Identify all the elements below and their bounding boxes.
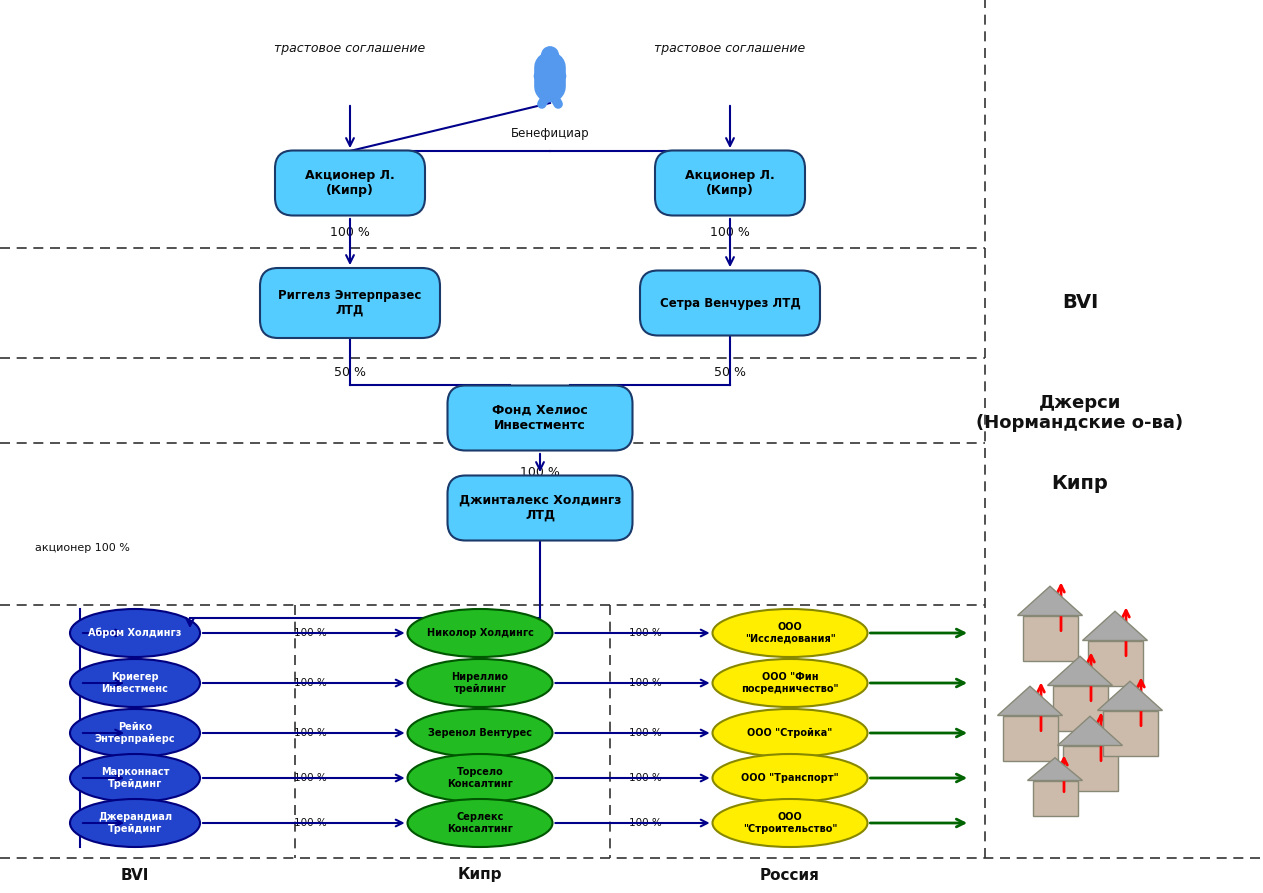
Text: Абром Холдингз: Абром Холдингз bbox=[88, 628, 182, 638]
Ellipse shape bbox=[69, 799, 200, 847]
FancyBboxPatch shape bbox=[447, 475, 633, 540]
Text: Кипр: Кипр bbox=[457, 867, 503, 882]
Ellipse shape bbox=[712, 754, 868, 802]
FancyArrowPatch shape bbox=[552, 92, 558, 104]
Text: ООО "Фин
посредничество": ООО "Фин посредничество" bbox=[741, 672, 839, 694]
Text: BVI: BVI bbox=[1062, 294, 1098, 313]
FancyBboxPatch shape bbox=[640, 271, 820, 336]
FancyBboxPatch shape bbox=[1023, 615, 1077, 661]
Polygon shape bbox=[1082, 611, 1148, 640]
Text: трастовое соглашение: трастовое соглашение bbox=[654, 41, 806, 54]
Polygon shape bbox=[1018, 586, 1082, 615]
Polygon shape bbox=[1047, 656, 1113, 686]
Text: 100 %: 100 % bbox=[293, 773, 326, 783]
Text: 50 %: 50 % bbox=[333, 366, 366, 380]
Text: Марконнаст
Трейдинг: Марконнаст Трейдинг bbox=[101, 767, 169, 789]
Ellipse shape bbox=[712, 609, 868, 657]
Ellipse shape bbox=[69, 659, 200, 707]
Ellipse shape bbox=[69, 754, 200, 802]
Text: Рейко
Энтерпрайерс: Рейко Энтерпрайерс bbox=[95, 722, 176, 744]
Ellipse shape bbox=[408, 609, 552, 657]
Polygon shape bbox=[1028, 758, 1082, 780]
Text: 100 %: 100 % bbox=[293, 678, 326, 688]
Text: Нирeллио
трейлинг: Нирeллио трейлинг bbox=[451, 672, 509, 694]
Text: Акционер Л.
(Кипр): Акционер Л. (Кипр) bbox=[306, 169, 395, 197]
Ellipse shape bbox=[408, 659, 552, 707]
Ellipse shape bbox=[69, 709, 200, 757]
Text: Риггелз Энтерпразес
ЛТД: Риггелз Энтерпразес ЛТД bbox=[278, 289, 422, 317]
Text: Фонд Хелиос
Инвестментс: Фонд Хелиос Инвестментс bbox=[493, 404, 587, 432]
Text: 100 %: 100 % bbox=[629, 818, 662, 828]
FancyBboxPatch shape bbox=[447, 386, 633, 450]
FancyArrowPatch shape bbox=[542, 92, 548, 104]
Text: 100 %: 100 % bbox=[629, 728, 662, 738]
Text: Акционер Л.
(Кипр): Акционер Л. (Кипр) bbox=[685, 169, 775, 197]
Text: Россия: Россия bbox=[760, 867, 820, 882]
Text: Николор Холдингс: Николор Холдингс bbox=[427, 628, 533, 638]
Text: ООО
"Строительство": ООО "Строительство" bbox=[743, 813, 837, 834]
Text: ООО "Транспорт": ООО "Транспорт" bbox=[741, 773, 839, 783]
Ellipse shape bbox=[408, 709, 552, 757]
Ellipse shape bbox=[712, 799, 868, 847]
Text: Торсело
Консалтинг: Торсело Консалтинг bbox=[447, 767, 513, 789]
Polygon shape bbox=[998, 686, 1062, 715]
Text: 100 %: 100 % bbox=[293, 628, 326, 638]
Text: Джерси
(Нормандские о-ва): Джерси (Нормандские о-ва) bbox=[976, 394, 1183, 432]
Text: 100 %: 100 % bbox=[520, 466, 560, 480]
Text: ООО
"Исследования": ООО "Исследования" bbox=[745, 622, 835, 644]
Text: ООО "Стройка": ООО "Стройка" bbox=[748, 728, 832, 738]
Text: акционер 100 %: акционер 100 % bbox=[35, 543, 130, 553]
Polygon shape bbox=[1098, 681, 1162, 711]
Ellipse shape bbox=[69, 609, 200, 657]
Text: Бенефициар: Бенефициар bbox=[510, 127, 590, 139]
Text: 100 %: 100 % bbox=[629, 678, 662, 688]
Text: BVI: BVI bbox=[121, 867, 149, 882]
Text: Сетра Венчурез ЛТД: Сетра Венчурез ЛТД bbox=[659, 296, 801, 310]
FancyBboxPatch shape bbox=[655, 151, 805, 215]
Text: 100 %: 100 % bbox=[293, 728, 326, 738]
Ellipse shape bbox=[712, 709, 868, 757]
Text: Джерандиал
Трейдинг: Джерандиал Трейдинг bbox=[99, 812, 172, 834]
Text: 100 %: 100 % bbox=[330, 227, 370, 239]
Ellipse shape bbox=[408, 754, 552, 802]
Text: 100 %: 100 % bbox=[629, 628, 662, 638]
FancyBboxPatch shape bbox=[1032, 780, 1077, 815]
Ellipse shape bbox=[712, 659, 868, 707]
Text: Серлекс
Консалтинг: Серлекс Консалтинг bbox=[447, 813, 513, 834]
Text: 100 %: 100 % bbox=[629, 773, 662, 783]
FancyBboxPatch shape bbox=[260, 268, 440, 338]
Text: 100 %: 100 % bbox=[710, 227, 750, 239]
Text: Криегер
Инвестменс: Криегер Инвестменс bbox=[101, 672, 168, 694]
Polygon shape bbox=[1057, 716, 1123, 746]
Text: 100 %: 100 % bbox=[293, 818, 326, 828]
FancyBboxPatch shape bbox=[1103, 711, 1157, 755]
FancyBboxPatch shape bbox=[275, 151, 426, 215]
Text: Джинталекс Холдингз
ЛТД: Джинталекс Холдингз ЛТД bbox=[458, 494, 621, 522]
Text: трастовое соглашение: трастовое соглашение bbox=[274, 41, 426, 54]
Ellipse shape bbox=[408, 799, 552, 847]
FancyBboxPatch shape bbox=[1087, 640, 1143, 686]
FancyBboxPatch shape bbox=[1052, 686, 1108, 730]
FancyBboxPatch shape bbox=[1003, 715, 1057, 761]
Text: Зеренол Вентурес: Зеренол Вентурес bbox=[428, 728, 532, 738]
Circle shape bbox=[542, 46, 558, 63]
FancyBboxPatch shape bbox=[1062, 746, 1118, 790]
Text: Кипр: Кипр bbox=[1052, 473, 1109, 493]
Text: 50 %: 50 % bbox=[714, 366, 746, 380]
